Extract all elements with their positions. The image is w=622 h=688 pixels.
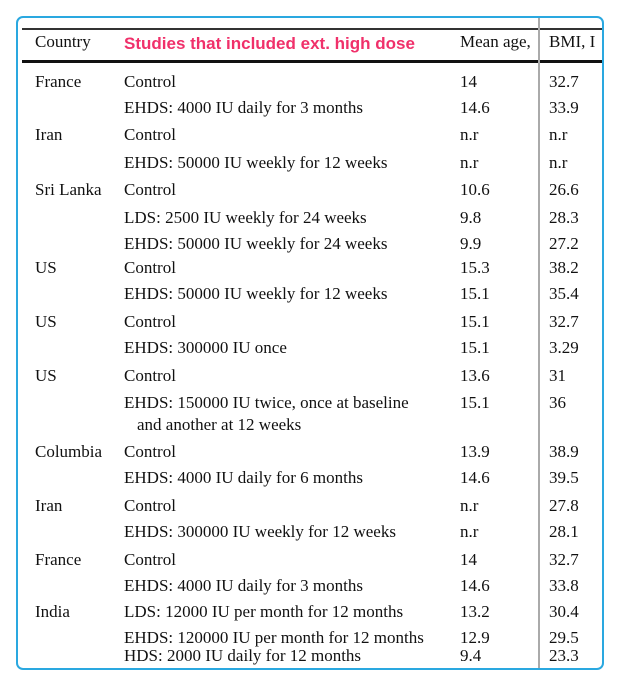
table-cell-intervention: Control (124, 496, 176, 515)
table-cell-country: Sri Lanka (35, 180, 102, 199)
table-cell-bmi: 38.9 (549, 442, 579, 461)
table-cell-age: 14 (460, 72, 477, 91)
table-cell-age: 12.9 (460, 628, 490, 647)
table-cell-intervention: EHDS: 300000 IU weekly for 12 weeks (124, 522, 396, 541)
table-cell-intervention: EHDS: 4000 IU daily for 3 months (124, 98, 363, 117)
header-country: Country (35, 32, 91, 51)
table-cell-age: 15.3 (460, 258, 490, 277)
table-cell-age: 9.8 (460, 208, 482, 227)
table-cell-intervention: LDS: 2500 IU weekly for 24 weeks (124, 208, 367, 227)
column-divider (538, 18, 540, 668)
table-cell-age: n.r (460, 125, 479, 144)
table-cell-intervention: EHDS: 120000 IU per month for 12 months (124, 628, 424, 647)
table-cell-age: 15.1 (460, 312, 490, 331)
table-cell-country: US (35, 366, 57, 385)
table-container: Country Studies that included ext. high … (16, 16, 604, 670)
table-cell-bmi: 33.9 (549, 98, 579, 117)
table-cell-bmi: 32.7 (549, 72, 579, 91)
table-cell-intervention: EHDS: 50000 IU weekly for 12 weeks (124, 284, 388, 303)
table-cell-bmi: 28.3 (549, 208, 579, 227)
table-cell-bmi: 23.3 (549, 646, 579, 665)
header-highlight-label: Studies that included ext. high dose (124, 34, 415, 53)
header-rule (22, 60, 602, 63)
table-cell-bmi: 32.7 (549, 312, 579, 331)
table-cell-bmi: 38.2 (549, 258, 579, 277)
table-cell-bmi: 31 (549, 366, 566, 385)
table-cell-country: US (35, 258, 57, 277)
table-cell-bmi: n.r (549, 153, 568, 172)
table-cell-age: 9.9 (460, 234, 482, 253)
table-cell-age: 9.4 (460, 646, 482, 665)
table-cell-age: n.r (460, 153, 479, 172)
table-cell-bmi: 33.8 (549, 576, 579, 595)
table-cell-bmi: 27.2 (549, 234, 579, 253)
table-cell-intervention: EHDS: 300000 IU once (124, 338, 287, 357)
table-cell-intervention: Control (124, 72, 176, 91)
top-rule (22, 28, 602, 30)
table-cell-country: Iran (35, 125, 63, 144)
table-cell-bmi: n.r (549, 125, 568, 144)
table-cell-intervention-cont: and another at 12 weeks (137, 415, 302, 434)
table-cell-intervention: Control (124, 125, 176, 144)
table-cell-age: 14 (460, 550, 477, 569)
table-cell-age: 13.9 (460, 442, 490, 461)
table-cell-intervention: LDS: 12000 IU per month for 12 months (124, 602, 404, 621)
table-cell-age: 13.2 (460, 602, 490, 621)
table-cell-intervention: EHDS: 150000 IU twice, once at baseline (124, 393, 409, 412)
table-cell-country: India (35, 602, 70, 621)
table-cell-bmi: 30.4 (549, 602, 579, 621)
table-cell-intervention: Control (124, 550, 176, 569)
table-cell-intervention: EHDS: 50000 IU weekly for 24 weeks (124, 234, 388, 253)
table-cell-intervention: HDS: 2000 IU daily for 12 months (124, 646, 362, 665)
table-cell-bmi: 36 (549, 393, 566, 412)
table-cell-country: US (35, 312, 57, 331)
header-mean-age: Mean age, (460, 32, 531, 51)
table-cell-age: n.r (460, 522, 479, 541)
table-cell-bmi: 35.4 (549, 284, 579, 303)
table-cell-country: Columbia (35, 442, 103, 461)
table-cell-bmi: 27.8 (549, 496, 579, 515)
table-cell-age: 15.1 (460, 338, 490, 357)
table-cell-intervention: EHDS: 50000 IU weekly for 12 weeks (124, 153, 388, 172)
table-cell-age: 14.6 (460, 98, 490, 117)
table-cell-bmi: 26.6 (549, 180, 579, 199)
table-cell-age: 15.1 (460, 393, 490, 412)
table-cell-bmi: 3.29 (549, 338, 579, 357)
table-cell-country: France (35, 550, 82, 569)
table-cell-bmi: 39.5 (549, 468, 579, 487)
table-cell-intervention: Control (124, 312, 176, 331)
header-bmi: BMI, I (549, 32, 596, 51)
table-cell-intervention: Control (124, 180, 176, 199)
table-cell-age: 15.1 (460, 284, 490, 303)
table-cell-bmi: 29.5 (549, 628, 579, 647)
table-cell-bmi: 32.7 (549, 550, 579, 569)
table-cell-age: n.r (460, 496, 479, 515)
table-cell-age: 14.6 (460, 468, 490, 487)
table-cell-age: 14.6 (460, 576, 490, 595)
table-cell-intervention: Control (124, 366, 176, 385)
table-cell-intervention: EHDS: 4000 IU daily for 6 months (124, 468, 363, 487)
table-cell-intervention: EHDS: 4000 IU daily for 3 months (124, 576, 363, 595)
table-cell-intervention: Control (124, 442, 176, 461)
table-cell-bmi: 28.1 (549, 522, 579, 541)
table-cell-country: France (35, 72, 82, 91)
table-cell-age: 10.6 (460, 180, 490, 199)
table-cell-country: Iran (35, 496, 63, 515)
table-cell-age: 13.6 (460, 366, 490, 385)
table-cell-intervention: Control (124, 258, 176, 277)
